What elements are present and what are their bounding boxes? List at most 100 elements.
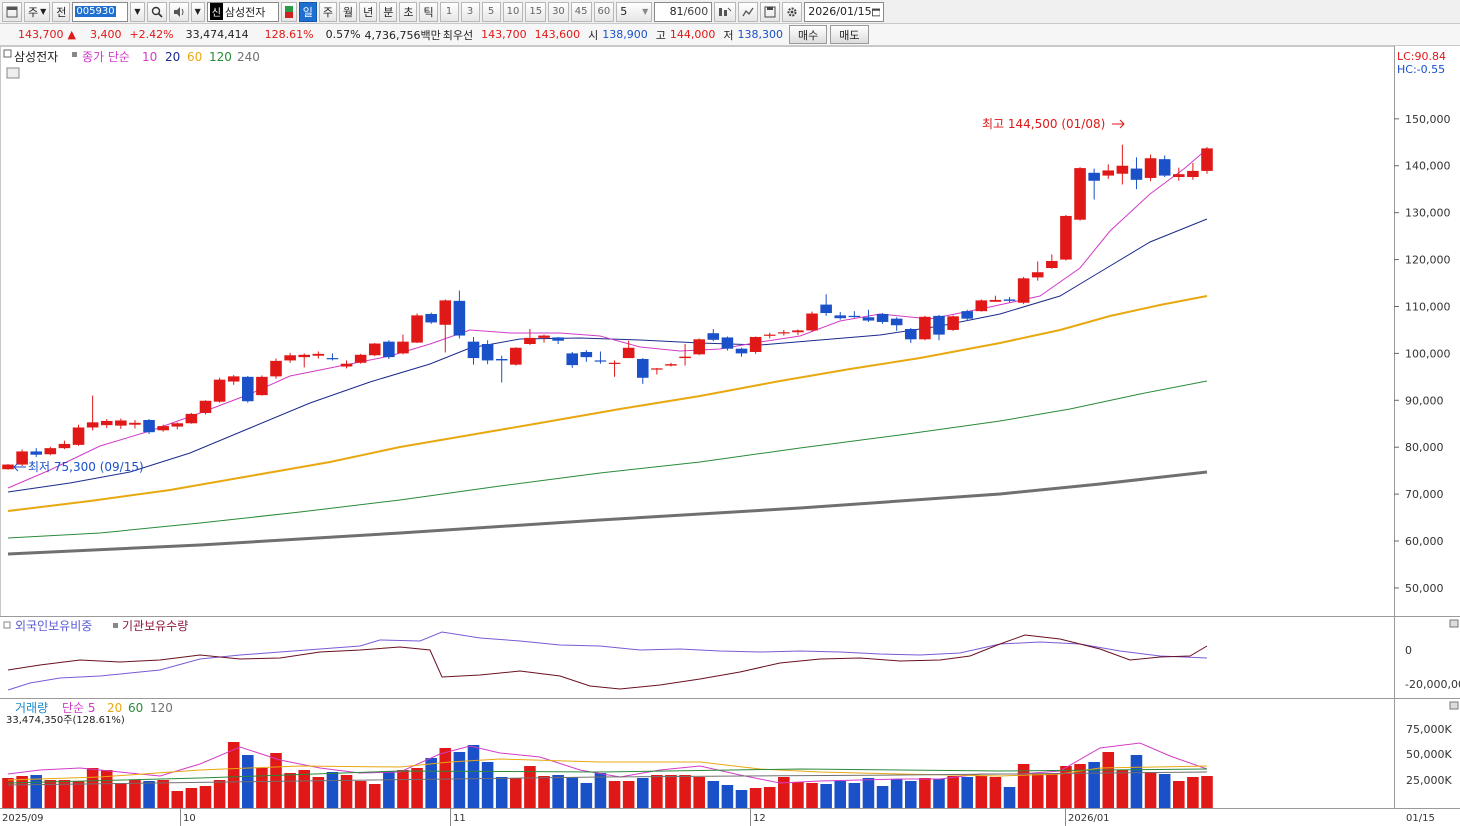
candle-body[interactable]: [1074, 168, 1086, 220]
candle-body[interactable]: [1187, 170, 1199, 178]
interval-10[interactable]: 10: [502, 1, 524, 22]
candle-body[interactable]: [368, 343, 381, 356]
search-icon[interactable]: [146, 1, 167, 22]
candle-body[interactable]: [86, 422, 99, 428]
candle-body[interactable]: [129, 422, 141, 425]
candle-body[interactable]: [622, 347, 635, 359]
candle-body[interactable]: [495, 359, 508, 361]
candle-body[interactable]: [439, 300, 452, 325]
chart-area[interactable]: 삼성전자 종가 단순 10 20 60 120 240 LC:90.84 HC:…: [0, 46, 1460, 826]
candle-body[interactable]: [749, 336, 762, 352]
panel-maximize-icon[interactable]: [1449, 619, 1459, 628]
candle-body[interactable]: [213, 379, 226, 402]
candle-body[interactable]: [1088, 172, 1100, 181]
candle-body[interactable]: [904, 328, 917, 340]
candle-body[interactable]: [890, 318, 903, 326]
gear-icon[interactable]: [782, 1, 803, 22]
chart-settings-icon[interactable]: [714, 1, 737, 22]
candle-body[interactable]: [1130, 168, 1143, 180]
interval-5[interactable]: 5: [481, 1, 501, 22]
candle-body[interactable]: [820, 304, 832, 314]
candle-body[interactable]: [848, 315, 861, 318]
type-select[interactable]: 주 ▼: [24, 1, 51, 22]
speaker-icon[interactable]: [168, 1, 189, 22]
candle-body[interactable]: [467, 341, 480, 359]
period-tick[interactable]: 틱: [419, 1, 438, 22]
candle-body[interactable]: [30, 451, 42, 455]
interval-select[interactable]: 5 ▼: [616, 1, 653, 22]
candle-body[interactable]: [1102, 170, 1115, 176]
code-dropdown-icon[interactable]: ▼: [130, 1, 145, 22]
candle-body[interactable]: [876, 313, 889, 322]
candle-body[interactable]: [721, 337, 734, 349]
candle-body[interactable]: [1046, 260, 1058, 269]
candle-body[interactable]: [481, 344, 494, 361]
count-field[interactable]: 81/600: [654, 1, 713, 22]
candle-body[interactable]: [425, 313, 437, 323]
candle-body[interactable]: [199, 400, 212, 413]
candle-body[interactable]: [284, 355, 296, 361]
interval-60[interactable]: 60: [593, 1, 615, 22]
candle-body[interactable]: [862, 317, 875, 321]
candle-body[interactable]: [735, 348, 748, 354]
buy-button[interactable]: 매수: [789, 25, 828, 44]
interval-45[interactable]: 45: [570, 1, 592, 22]
candle-body[interactable]: [44, 448, 57, 455]
interval-30[interactable]: 30: [548, 1, 569, 22]
candle-body[interactable]: [679, 356, 691, 359]
candle-body[interactable]: [947, 316, 959, 330]
candle-body[interactable]: [763, 334, 776, 336]
period-day[interactable]: 일: [298, 1, 317, 22]
candle-body[interactable]: [58, 443, 71, 449]
period-week[interactable]: 주: [318, 1, 337, 22]
candle-body[interactable]: [411, 315, 423, 343]
candle-body[interactable]: [608, 362, 621, 364]
candle-body[interactable]: [227, 376, 240, 382]
candle-body[interactable]: [510, 347, 522, 365]
candle-body[interactable]: [185, 413, 198, 424]
candle-body[interactable]: [1031, 272, 1044, 278]
candle-body[interactable]: [1158, 159, 1171, 176]
candle-body[interactable]: [1060, 215, 1072, 260]
candle-body[interactable]: [383, 341, 395, 358]
flag-icon[interactable]: [280, 1, 297, 22]
candlesticks[interactable]: [2, 144, 1213, 470]
candle-body[interactable]: [1017, 278, 1030, 303]
candle-body[interactable]: [397, 341, 409, 354]
candle-body[interactable]: [115, 420, 127, 426]
stock-name-field[interactable]: 신 삼성전자: [206, 1, 279, 22]
menu-dropdown-icon[interactable]: ▼: [190, 1, 205, 22]
candle-body[interactable]: [665, 364, 677, 366]
candle-body[interactable]: [1116, 165, 1129, 174]
volume-panel-maximize-icon[interactable]: [1449, 701, 1459, 710]
candle-body[interactable]: [566, 353, 579, 366]
candle-body[interactable]: [16, 451, 28, 465]
candle-body[interactable]: [298, 354, 311, 358]
window-icon[interactable]: [2, 1, 22, 22]
candle-body[interactable]: [792, 330, 804, 333]
candle-body[interactable]: [524, 337, 536, 344]
candle-body[interactable]: [707, 333, 720, 340]
candle-body[interactable]: [778, 332, 790, 334]
candle-body[interactable]: [919, 316, 931, 340]
candle-body[interactable]: [270, 360, 282, 377]
interval-15[interactable]: 15: [525, 1, 547, 22]
candle-body[interactable]: [636, 359, 649, 378]
candle-body[interactable]: [834, 315, 847, 319]
interval-1[interactable]: 1: [439, 1, 459, 22]
sell-button[interactable]: 매도: [830, 25, 869, 44]
candle-body[interactable]: [326, 358, 339, 360]
draw-tool-icon[interactable]: [738, 1, 759, 22]
date-field[interactable]: 2026/01/15: [804, 1, 885, 22]
candle-body[interactable]: [242, 376, 254, 402]
candle-body[interactable]: [933, 315, 945, 335]
candle-body[interactable]: [157, 426, 169, 431]
candle-body[interactable]: [989, 299, 1002, 302]
candle-body[interactable]: [256, 376, 268, 396]
period-month[interactable]: 월: [338, 1, 358, 22]
candle-body[interactable]: [961, 311, 973, 319]
interval-3[interactable]: 3: [460, 1, 480, 22]
candle-body[interactable]: [538, 335, 550, 338]
period-second[interactable]: 초: [399, 1, 418, 22]
candle-body[interactable]: [975, 300, 988, 312]
